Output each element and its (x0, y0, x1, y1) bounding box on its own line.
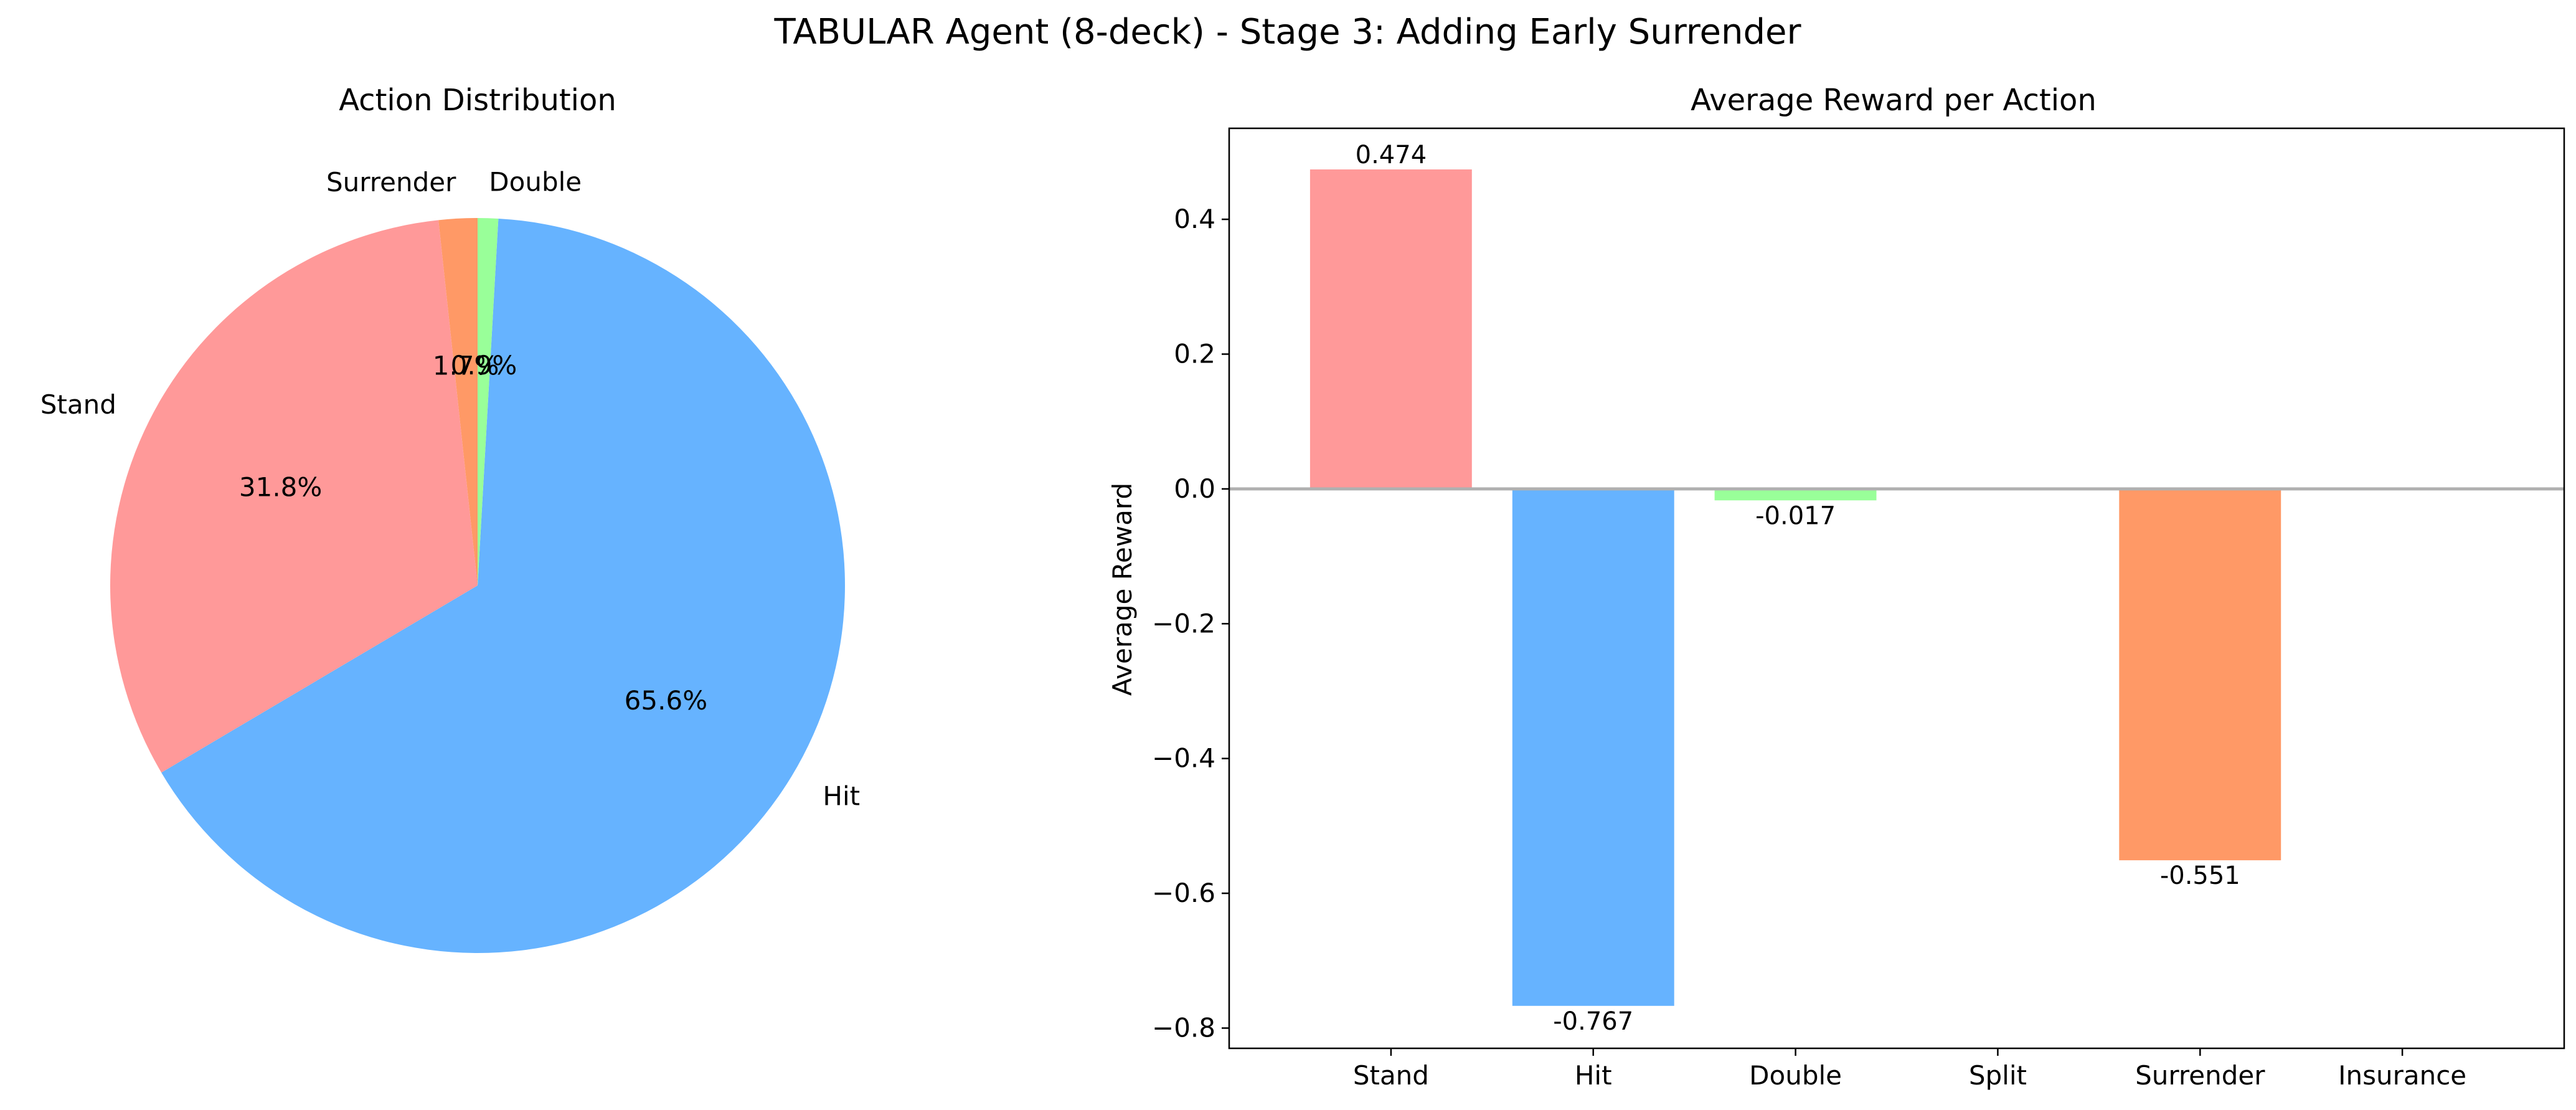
x-tick-label-insurance: Insurance (2338, 1060, 2466, 1091)
bars (1309, 169, 2281, 1006)
x-tick-label-split: Split (1969, 1060, 2027, 1091)
x-tick-label-stand: Stand (1353, 1060, 1429, 1091)
y-tick-label-1: −0.6 (1152, 878, 1215, 908)
bar-double (1714, 488, 1877, 501)
y-tick-label-3: −0.2 (1152, 608, 1215, 638)
pie-chart: Action Distribution Surrender 1.7% Stand 31… (40, 83, 860, 953)
pie-slices (110, 218, 845, 953)
pie-pct-stand: 31.8% (239, 472, 322, 502)
bar-surrender (2119, 488, 2281, 861)
pie-slice-hit (161, 218, 845, 953)
pie-pct-surrender: 1.7% (433, 351, 499, 381)
pie-pct-double: 0.9% (451, 350, 517, 381)
axes-frame (1228, 127, 2565, 1050)
pie-slice-double (478, 218, 499, 586)
pie-pct-hit: 65.6% (625, 685, 707, 716)
bar-stand (1309, 169, 1472, 489)
bar-value-label-hit: -0.767 (1553, 1007, 1633, 1036)
x-tick-label-surrender: Surrender (2135, 1060, 2265, 1091)
bar-chart: Average Reward per Action Average Reward… (1107, 83, 2565, 1091)
bar-value-labels: 0.474 -0.767 -0.017 -0.551 (1356, 141, 2240, 1036)
pie-title: Action Distribution (339, 83, 616, 118)
pie-label-double: Double (489, 166, 582, 197)
pie-labels: Surrender 1.7% Stand 31.8% Hit 65.6% Double 0.9… (40, 166, 860, 811)
bar-value-label-stand: 0.474 (1356, 141, 1427, 169)
y-tick-label-4: 0.0 (1174, 473, 1215, 504)
pie-label-hit: Hit (823, 780, 860, 811)
figure-suptitle: TABULAR Agent (8-deck) - Stage 3: Adding… (774, 12, 1802, 52)
y-tick-label-2: −0.4 (1152, 743, 1215, 774)
axes: Stand Hit Double Split Surrender Insurance −0.… (1152, 127, 2565, 1091)
bar-title: Average Reward per Action (1691, 83, 2097, 118)
x-tick-label-double: Double (1749, 1060, 1842, 1091)
pie-label-stand: Stand (40, 389, 116, 420)
y-tick-label-6: 0.4 (1174, 204, 1215, 234)
pie-slice-stand (110, 220, 478, 773)
y-axis-label: Average Reward (1107, 483, 1138, 696)
x-tick-label-hit: Hit (1575, 1060, 1612, 1091)
pie-slice-surrender (438, 218, 478, 586)
pie-label-surrender: Surrender (326, 167, 456, 197)
bar-value-label-surrender: -0.551 (2160, 861, 2240, 890)
y-tick-label-0: −0.8 (1152, 1013, 1215, 1043)
bar-value-label-double: -0.017 (1755, 501, 1836, 530)
bar-hit (1512, 488, 1674, 1006)
y-tick-label-5: 0.2 (1174, 339, 1215, 369)
